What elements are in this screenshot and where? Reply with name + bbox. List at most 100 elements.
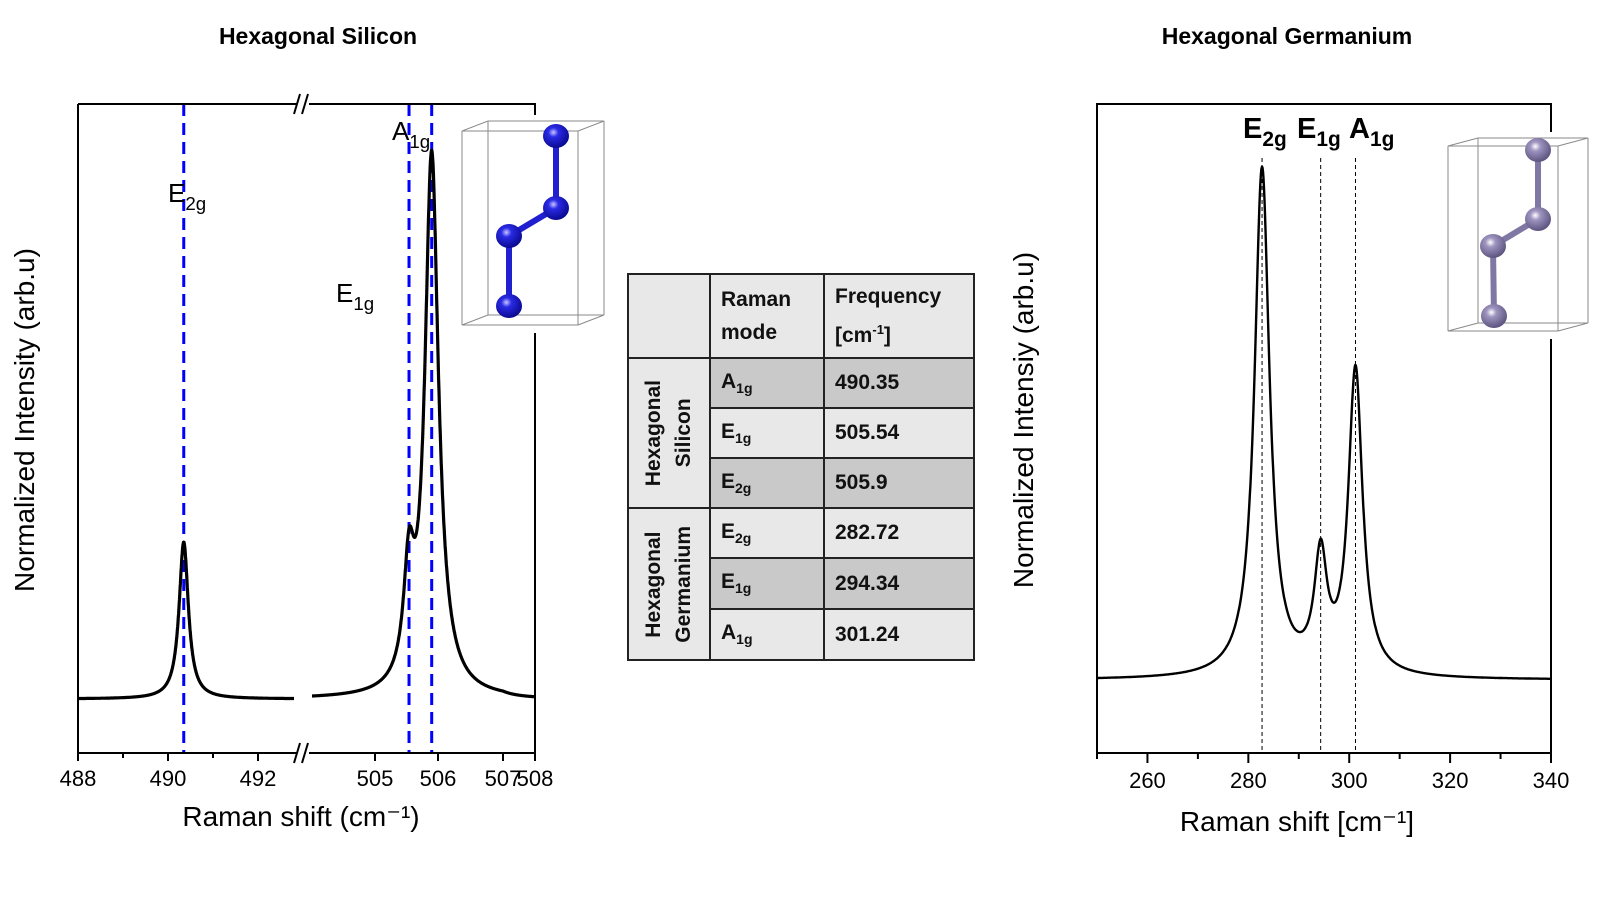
unit-cell-edge [461,314,489,326]
peak-label: A1g [392,116,430,152]
header-raman-mode: Raman mode [709,273,825,359]
frequency-cell: 490.35 [823,357,975,409]
table-row: E2g 505.9 [628,457,975,509]
group-label: Hexagonal [642,530,665,638]
x-tick-label: 280 [1230,768,1267,793]
peak-label-base: E [168,178,185,208]
axis-break-mark [293,93,301,115]
peak-label: E1g [1297,113,1341,151]
axis-break-mark [293,742,301,764]
table-row: Hexagonal Silicon A1g 490.35 [627,357,975,509]
axis-break-mark [301,93,309,115]
header-frequency-unit: [cm [835,324,873,347]
unit-cell-edge [1557,322,1589,332]
left-y-axis-label: Normalized Intensity (arb.u) [9,248,40,592]
peak-label-sub: 2g [1262,128,1286,151]
x-tick-label: 320 [1432,768,1469,793]
header-frequency-label: Frequency [835,285,942,308]
x-tick-label: 505 [357,766,394,791]
table-header-row: Raman mode Frequency [cm-1] [627,273,975,359]
header-frequency-unit-close: ] [883,324,891,347]
spectrum-line-segment-2 [310,148,537,699]
peak-label: E2g [168,178,206,214]
group-label: Silicon [672,398,695,468]
x-tick-label: 506 [420,766,457,791]
frequency-cell: 294.34 [823,557,975,610]
peak-label-sub: 1g [353,293,374,314]
table-row: A1g 301.24 [628,608,975,661]
spectrum-line [1096,165,1552,680]
peak-label-base: A [392,116,410,146]
atom [1481,304,1507,328]
right-chart-title: Hexagonal Germanium [1162,23,1413,49]
mode-cell: E1g [709,407,825,459]
right-y-axis-label: Normalized Intensiy (arb.u) [1008,252,1039,588]
inset-background [1442,132,1594,339]
group-label: Hexagonal [642,379,665,487]
frequency-cell: 505.54 [823,407,975,459]
mode-sub: 1g [736,631,753,648]
peak-label-sub: 1g [409,131,430,152]
unit-cell-edge [1557,137,1589,147]
table-row: E1g 294.34 [628,557,975,610]
mode: E [721,570,736,594]
x-tick-label: 300 [1331,768,1368,793]
table-row: Hexagonal Germanium E2g 282.72 [627,507,975,661]
peak-label: A1g [1349,113,1394,151]
mode-cell: E2g [709,457,825,509]
peak-label-sub: 1g [1370,128,1394,151]
x-tick-label: 490 [150,766,187,791]
x-tick-label: 488 [60,766,97,791]
x-tick-label: 260 [1129,768,1166,793]
mode: A [721,621,737,645]
raman-mode-table: Raman mode Frequency [cm-1] Hexagonal Sili… [627,273,975,661]
atom [496,224,522,248]
group-silicon: Hexagonal Silicon [627,357,711,509]
frequency-cell: 282.72 [823,507,975,559]
peak-label: E1g [336,278,374,314]
mode-cell: A1g [709,357,825,409]
unit-cell-edge [577,120,605,132]
mode-sub: 1g [735,430,752,447]
peak-label-base: E [336,278,353,308]
table-row: E1g 505.54 [628,407,975,459]
mode-cell: A1g [709,608,825,661]
unit-cell-edge [577,314,605,326]
mode-sub: 2g [735,530,752,547]
mode: E [721,519,736,543]
atom [543,124,569,148]
peak-label-base: E [1297,113,1316,145]
mode: A [721,369,737,393]
right-x-axis-label: Raman shift [cm⁻¹] [1180,806,1414,837]
group-label: Germanium [672,525,695,643]
mode-sub: 2g [735,480,752,497]
mode: E [721,469,736,493]
x-tick-label: 508 [517,766,554,791]
unit-cell-edge [1447,137,1479,147]
unit-cell-edge [1447,322,1479,332]
mode-cell: E1g [709,557,825,610]
x-tick-label: 492 [240,766,277,791]
mode-sub: 1g [735,580,752,597]
atom [1525,207,1551,231]
left-chart-title: Hexagonal Silicon [219,23,417,49]
peak-label-base: A [1349,113,1370,145]
spectrum-line-segment-1 [76,540,296,701]
header-frequency: Frequency [cm-1] [823,273,975,359]
peak-label-sub: 2g [185,193,206,214]
mode: E [721,419,736,443]
atom [1480,234,1506,258]
mode-sub: 1g [736,380,753,397]
peak-label-sub: 1g [1316,128,1340,151]
x-tick-label: 507 [485,766,522,791]
left-x-axis-label: Raman shift (cm⁻¹) [182,801,419,832]
axis-break-mark [301,742,309,764]
frequency-cell: 505.9 [823,457,975,509]
peak-label-base: E [1243,113,1262,145]
table-corner-cell [627,273,711,359]
atom [496,294,522,318]
x-tick-label: 340 [1533,768,1570,793]
